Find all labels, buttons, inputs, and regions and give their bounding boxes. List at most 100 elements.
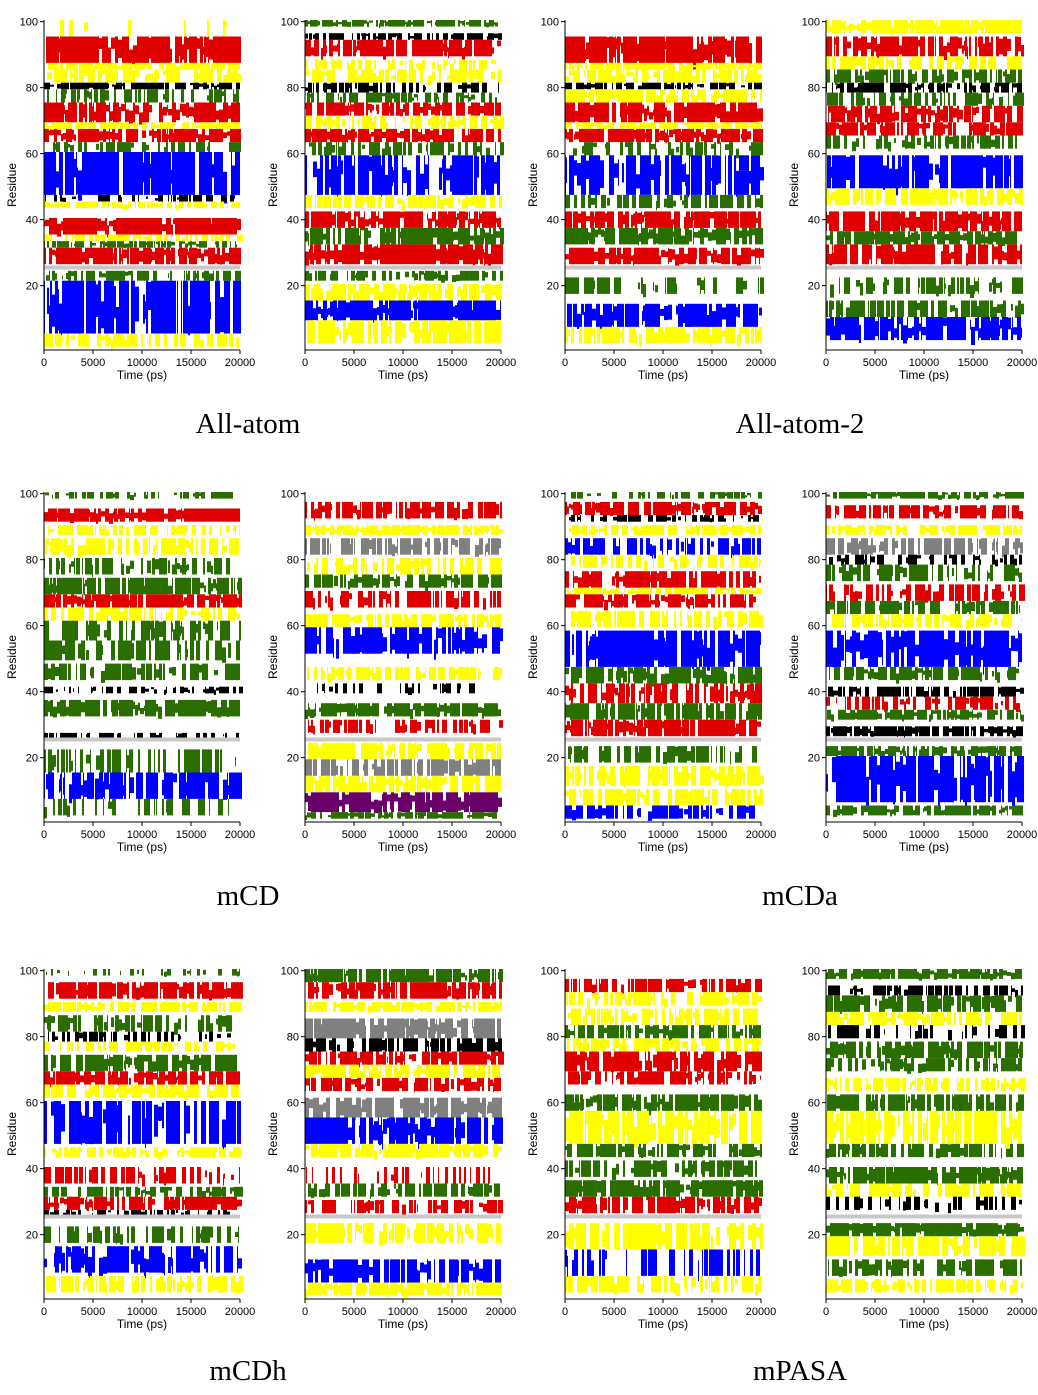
band-segment bbox=[480, 106, 484, 113]
band-segment bbox=[970, 83, 972, 93]
band-segment bbox=[656, 234, 658, 244]
band-segment bbox=[47, 241, 49, 248]
band-segment bbox=[53, 241, 56, 248]
band-segment bbox=[113, 334, 116, 347]
band-segment bbox=[688, 122, 690, 129]
band-segment bbox=[438, 97, 439, 103]
band-segment bbox=[463, 60, 467, 70]
band-segment bbox=[149, 248, 150, 265]
band-segment bbox=[878, 211, 879, 231]
band-segment bbox=[106, 248, 110, 265]
band-segment bbox=[137, 37, 139, 63]
band-segment bbox=[481, 285, 485, 293]
band-segment bbox=[492, 271, 495, 281]
band-segment bbox=[974, 188, 978, 205]
band-segment bbox=[209, 103, 213, 123]
band-segment bbox=[459, 211, 461, 228]
band-segment bbox=[728, 155, 732, 195]
band-segment bbox=[307, 301, 308, 321]
band-segment bbox=[380, 155, 381, 195]
band-segment bbox=[861, 211, 865, 231]
band-segment bbox=[605, 304, 609, 327]
band-segment bbox=[96, 103, 100, 123]
band-segment bbox=[397, 70, 398, 83]
band-segment bbox=[111, 235, 115, 242]
band-segment bbox=[358, 75, 361, 82]
band-segment bbox=[869, 277, 873, 294]
band-segment bbox=[447, 76, 450, 80]
band-segment bbox=[697, 103, 701, 123]
band-segment bbox=[990, 301, 993, 318]
band-green bbox=[830, 277, 1023, 298]
band-segment bbox=[717, 37, 721, 63]
band-segment bbox=[226, 235, 227, 242]
band-segment bbox=[379, 129, 380, 142]
band-segment bbox=[227, 202, 228, 209]
band-segment bbox=[156, 509, 158, 522]
band-segment bbox=[654, 83, 658, 90]
x-tick-label: 15000 bbox=[176, 357, 207, 369]
band-segment bbox=[500, 33, 502, 40]
band-segment bbox=[125, 340, 127, 347]
band-segment bbox=[999, 231, 1002, 244]
band-segment bbox=[315, 70, 316, 83]
band-segment bbox=[759, 122, 762, 129]
band-segment bbox=[125, 281, 129, 334]
band-segment bbox=[898, 211, 899, 231]
band-segment bbox=[80, 509, 84, 522]
band-segment bbox=[106, 142, 108, 152]
band-segment bbox=[51, 124, 52, 128]
band-segment bbox=[751, 327, 754, 344]
band-segment bbox=[589, 89, 592, 102]
band-segment bbox=[386, 228, 388, 245]
band-segment bbox=[926, 317, 928, 340]
band-segment bbox=[49, 218, 51, 235]
band-segment bbox=[56, 281, 58, 334]
band-segment bbox=[89, 92, 91, 99]
band-segment bbox=[418, 320, 419, 343]
band-segment bbox=[826, 56, 830, 69]
band-segment bbox=[223, 334, 226, 347]
band-segment bbox=[676, 71, 679, 81]
band-segment bbox=[76, 37, 77, 63]
band-segment bbox=[877, 221, 878, 233]
band-segment bbox=[670, 327, 674, 344]
band-segment bbox=[620, 103, 621, 117]
band-segment bbox=[994, 126, 997, 135]
band-segment bbox=[324, 83, 327, 93]
band-segment bbox=[239, 235, 243, 242]
band-segment bbox=[383, 284, 384, 301]
band-segment bbox=[60, 509, 62, 522]
band-segment bbox=[890, 83, 894, 93]
band-segment bbox=[736, 37, 738, 63]
band-segment bbox=[936, 122, 937, 135]
band-segment bbox=[474, 116, 475, 129]
band-segment bbox=[711, 304, 712, 327]
band-segment bbox=[197, 271, 199, 281]
band-segment bbox=[471, 33, 474, 40]
band-segment bbox=[615, 89, 618, 97]
band-segment bbox=[954, 37, 958, 57]
band-segment bbox=[875, 321, 878, 336]
band-segment bbox=[702, 89, 704, 102]
band-segment bbox=[843, 188, 846, 205]
band-segment bbox=[853, 188, 855, 205]
band-segment bbox=[308, 40, 310, 57]
band-segment bbox=[684, 107, 687, 118]
band-segment bbox=[397, 142, 400, 155]
band-segment bbox=[675, 211, 678, 228]
band-segment bbox=[972, 244, 973, 264]
band-segment bbox=[119, 218, 121, 235]
band-segment bbox=[403, 142, 406, 155]
band-segment bbox=[151, 241, 153, 248]
band-segment bbox=[914, 24, 915, 30]
band-segment bbox=[1005, 155, 1007, 188]
band-segment bbox=[1002, 317, 1004, 340]
band-segment bbox=[376, 105, 377, 111]
band-segment bbox=[676, 284, 677, 295]
band-segment bbox=[894, 250, 895, 265]
band-segment bbox=[599, 103, 603, 123]
band-segment bbox=[371, 40, 372, 57]
band-segment bbox=[308, 301, 309, 321]
band-segment bbox=[335, 129, 337, 142]
